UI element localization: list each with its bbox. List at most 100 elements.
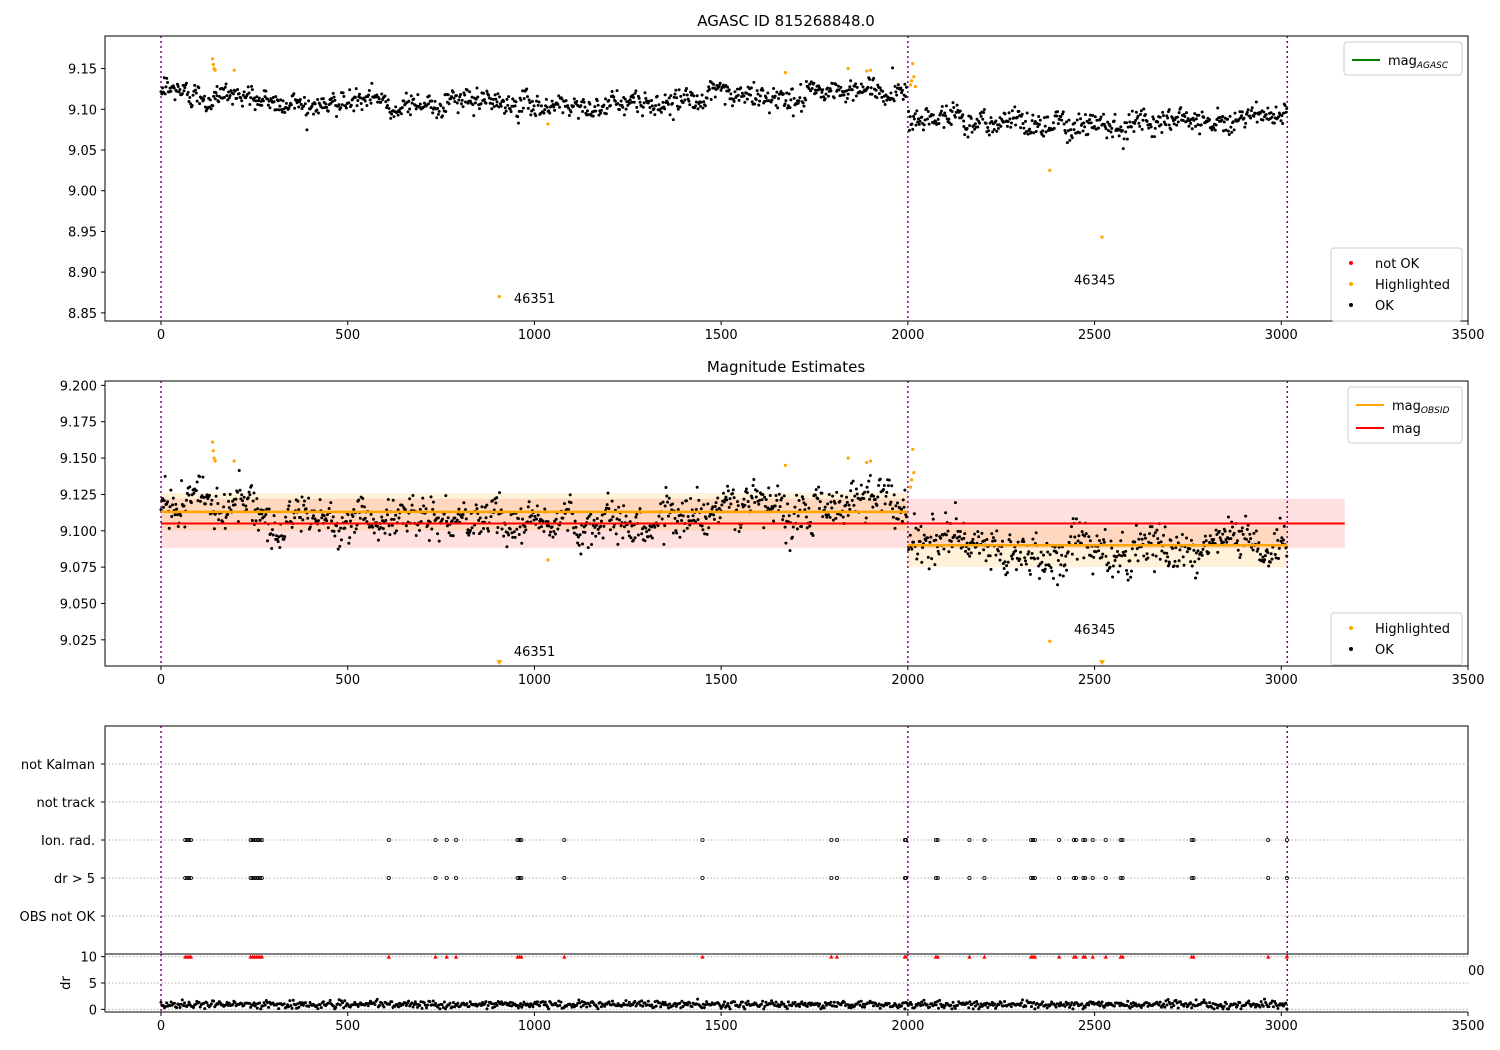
dr-point (412, 1002, 416, 1006)
ok-point (279, 108, 283, 112)
ok-point (976, 530, 980, 534)
ok-point (611, 515, 615, 519)
ok-point (982, 108, 986, 112)
ok-point (930, 512, 934, 516)
ok-point (449, 533, 453, 537)
ok-point (1163, 525, 1167, 529)
ok-point (937, 122, 941, 126)
ok-point (502, 111, 506, 115)
ok-point (227, 506, 231, 510)
ok-point (207, 493, 211, 497)
ok-point (900, 88, 904, 92)
ok-point (636, 110, 640, 114)
ok-point (1283, 103, 1287, 107)
ok-point (1284, 110, 1288, 114)
dr-point (1033, 1007, 1037, 1011)
ok-point (946, 529, 950, 533)
ok-point (994, 119, 998, 123)
ok-point (696, 518, 700, 522)
ok-point (348, 536, 352, 540)
dr-point (453, 1005, 457, 1009)
dr-point (1227, 1007, 1231, 1011)
flag-point (1072, 876, 1077, 881)
ok-point (772, 86, 776, 90)
ok-point (340, 103, 344, 107)
ok-point (1086, 132, 1090, 136)
dr-point (1096, 1002, 1100, 1006)
ok-point (998, 558, 1002, 562)
flag-point (1103, 876, 1108, 881)
ok-point (198, 499, 202, 503)
ok-point (580, 100, 584, 104)
dr-point (763, 1004, 767, 1008)
ok-point (1255, 120, 1259, 124)
ok-point (736, 504, 740, 508)
ok-point (1145, 552, 1149, 556)
flag-point (834, 838, 839, 843)
flag-point (1266, 876, 1271, 881)
ok-point (690, 91, 694, 95)
ok-point (1240, 529, 1244, 533)
ok-point (798, 96, 802, 100)
ok-point (394, 105, 398, 109)
ok-point (1061, 110, 1065, 114)
dr-point (793, 1000, 797, 1004)
dr-point (1189, 1001, 1193, 1005)
ok-point (703, 104, 707, 108)
ok-point (1261, 555, 1265, 559)
ok-point (1238, 110, 1242, 114)
legend-box (1330, 247, 1463, 322)
clipped-dr-marker (1120, 954, 1125, 959)
ok-point (437, 539, 441, 543)
dr-point (790, 1004, 794, 1008)
ok-point (685, 526, 689, 530)
ok-point (270, 546, 274, 550)
ok-point (808, 82, 812, 86)
ok-point (1197, 113, 1201, 117)
ok-point (789, 98, 793, 102)
ok-point (1097, 549, 1101, 553)
ok-point (1268, 560, 1272, 564)
ok-point (1106, 561, 1110, 565)
ok-point (163, 92, 167, 96)
dr-point (658, 1001, 662, 1005)
ok-point (663, 93, 667, 97)
ok-point (247, 490, 251, 494)
ok-point (680, 518, 684, 522)
ok-point (828, 87, 832, 91)
ok-point (657, 103, 661, 107)
ok-point (574, 525, 578, 529)
highlighted-point (1048, 639, 1052, 643)
dr-point (902, 1001, 906, 1005)
ok-point (339, 526, 343, 530)
ok-point (1181, 119, 1185, 123)
ok-point (257, 96, 261, 100)
ok-point (726, 489, 730, 493)
ok-point (1124, 130, 1128, 134)
ok-point (1062, 122, 1066, 126)
flag-point (515, 838, 520, 843)
ok-point (913, 112, 917, 116)
dr-point (509, 1000, 513, 1004)
ok-point (892, 493, 896, 497)
ok-point (619, 524, 623, 528)
ok-point (477, 107, 481, 111)
ok-point (312, 112, 316, 116)
ok-point (1137, 537, 1141, 541)
ok-point (661, 500, 665, 504)
ok-point (247, 91, 251, 95)
ok-point (523, 525, 527, 529)
dr-point (939, 1002, 943, 1006)
ok-point (455, 101, 459, 105)
ok-point (1083, 113, 1087, 117)
ok-point (272, 100, 276, 104)
ok-point (558, 105, 562, 109)
ok-point (1071, 517, 1075, 521)
dr-point (1063, 1004, 1067, 1008)
dr-point (1271, 1005, 1275, 1009)
ok-point (548, 530, 552, 534)
dr-point (1130, 1004, 1134, 1008)
